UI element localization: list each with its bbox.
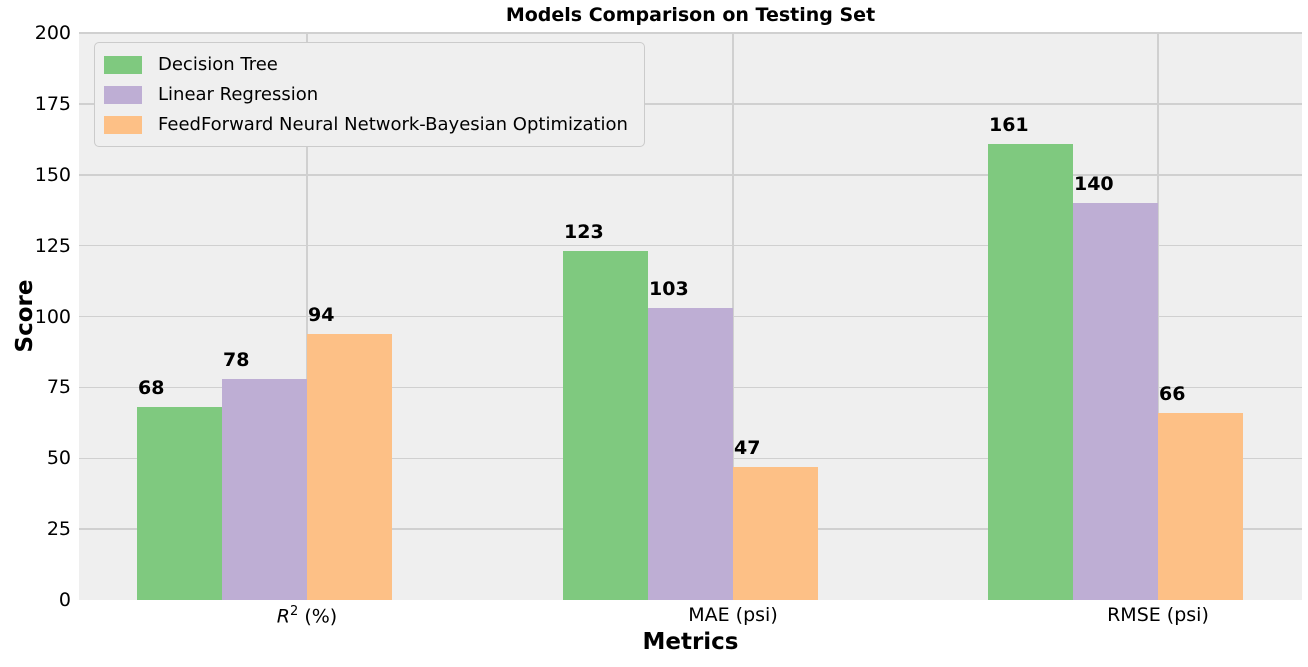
legend-swatch [104, 115, 142, 134]
bar [1072, 203, 1158, 600]
gridline-y [79, 32, 1302, 34]
y-tick-label: 0 [58, 589, 71, 611]
legend-item: Decision Tree [104, 52, 628, 77]
bar-value-label: 47 [733, 436, 761, 459]
x-tick-label: MAE (psi) [688, 604, 778, 626]
gridline-y [79, 244, 1302, 247]
bar-value-label: 123 [564, 221, 604, 244]
bar-value-label: 103 [649, 278, 689, 300]
y-tick-label: 125 [34, 234, 71, 257]
bar-value-label: 94 [308, 303, 335, 326]
bar [648, 308, 733, 600]
bar-value-label: 78 [223, 348, 250, 371]
chart-title: Models Comparison on Testing Set [505, 4, 876, 26]
y-tick-label: 175 [34, 92, 71, 115]
y-tick-label: 200 [34, 22, 71, 44]
bar [563, 251, 648, 600]
bar [987, 143, 1073, 600]
bar [222, 378, 307, 600]
gridline-y [79, 103, 1302, 105]
y-tick-label: 25 [46, 518, 71, 541]
gridline-y [79, 174, 1302, 176]
legend-item: FeedForward Neural Network-Bayesian Opti… [104, 112, 628, 137]
legend: Decision Tree Linear Regression FeedForwar… [94, 42, 645, 147]
legend-label: Decision Tree [158, 54, 278, 75]
bar [307, 333, 392, 600]
bar [137, 407, 222, 600]
x-axis-label: Metrics [642, 629, 739, 655]
bar-value-label: 140 [1073, 173, 1114, 196]
legend-swatch [104, 55, 142, 74]
plot-area: 68 123 161 78 103 140 94 47 66 [79, 32, 1302, 600]
y-tick-label: 150 [34, 163, 71, 186]
bar-value-label: 68 [138, 377, 165, 400]
gridline-x [732, 33, 734, 600]
y-tick-label: 75 [46, 376, 71, 399]
legend-item: Linear Regression [104, 82, 628, 107]
y-tick-label: 100 [34, 305, 71, 328]
bar [732, 466, 818, 600]
x-tick-label: RMSE (psi) [1107, 604, 1209, 626]
bar-value-label: 66 [1158, 382, 1186, 405]
gridline-x [1157, 33, 1159, 600]
legend-label: Linear Regression [158, 84, 319, 105]
y-tick-label: 50 [46, 447, 71, 470]
gridline-x [306, 33, 308, 600]
legend-swatch [104, 85, 142, 104]
bar-value-label: 161 [988, 113, 1029, 136]
legend-label: FeedForward Neural Network-Bayesian Opti… [158, 114, 628, 135]
bar [1157, 412, 1243, 600]
x-tick-label: R2 (%) [276, 604, 338, 628]
